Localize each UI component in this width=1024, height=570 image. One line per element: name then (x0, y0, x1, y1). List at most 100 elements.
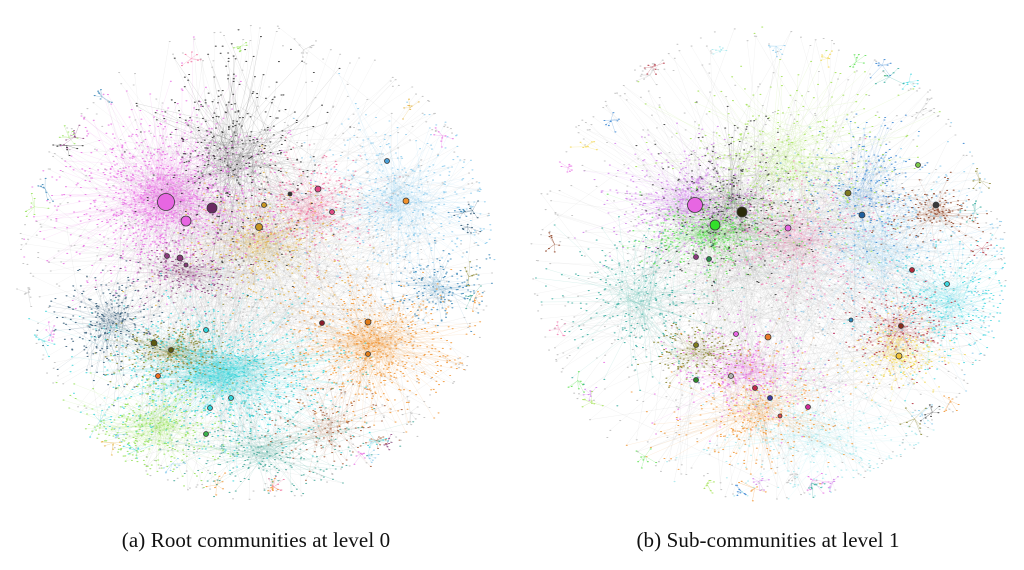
hub-node (764, 333, 772, 341)
satellite-edges (367, 442, 379, 463)
hub-node (784, 224, 792, 232)
satellite-edges (875, 68, 904, 84)
hub-node (844, 189, 852, 197)
cluster-edges (535, 216, 742, 391)
satellite-edges (703, 480, 714, 494)
satellite-edges (820, 51, 832, 68)
satellite-edges (808, 482, 825, 498)
cluster-edges (635, 50, 940, 299)
satellite-edges (644, 63, 664, 75)
satellite-edges (899, 407, 926, 435)
satellite-edges (972, 168, 990, 189)
hub-node (155, 373, 161, 379)
satellite-edges (181, 51, 201, 66)
satellite-edges (752, 478, 769, 491)
cluster-edges (705, 125, 1003, 393)
hub-node (203, 327, 209, 333)
satellite-edges (545, 232, 559, 252)
satellite-edges (849, 54, 866, 68)
satellite-edges (570, 141, 597, 150)
satellite-edges (365, 436, 386, 449)
satellite-edges (402, 99, 419, 120)
node-dots (534, 67, 982, 498)
node-dots (139, 285, 482, 498)
nodes (530, 26, 1007, 502)
satellite-edges (16, 287, 31, 307)
satellite-edges (559, 161, 572, 173)
node-dots (569, 50, 966, 402)
hub-node (157, 193, 175, 211)
hub-node (228, 395, 234, 401)
node-dots (16, 25, 494, 500)
satellite-edges (94, 89, 112, 103)
hub-node (728, 373, 734, 379)
node-dots (113, 72, 496, 474)
cluster-edges (626, 318, 862, 475)
satellite-edges (567, 371, 584, 393)
hub-node (150, 339, 158, 347)
satellite-edges (911, 98, 932, 119)
hub-node (364, 318, 372, 326)
cluster-edges (125, 36, 340, 285)
cluster-edges (33, 36, 311, 335)
nodes (16, 25, 496, 500)
hub-node (736, 206, 748, 218)
gray-edges (20, 26, 481, 500)
node-dots (100, 98, 420, 456)
satellite-edges (970, 242, 991, 256)
gray-edges (540, 28, 1006, 500)
satellite-edges (163, 458, 185, 473)
network-graph-level-0 (16, 25, 496, 500)
satellite-edges (711, 46, 726, 55)
hub-node (180, 215, 192, 227)
satellite-edges (768, 45, 785, 57)
satellite-edges (549, 321, 565, 336)
hub-node (915, 162, 921, 168)
hub-node (909, 267, 915, 273)
satellite-edges (636, 448, 656, 469)
hub-node (898, 323, 904, 329)
hub-node (687, 197, 703, 213)
hub-node (384, 158, 390, 164)
node-dots (705, 45, 1004, 425)
node-dots (52, 29, 352, 297)
satellite-edges (293, 38, 314, 58)
cluster-edges (843, 189, 1005, 401)
hub-node (805, 404, 811, 410)
satellite-edges (943, 395, 959, 412)
panel-sub-communities: (b) Sub-communities at level 1 (512, 0, 1024, 570)
node-dots (257, 372, 403, 481)
satellite-edges (383, 434, 392, 450)
caption-panel-b: (b) Sub-communities at level 1 (636, 528, 900, 552)
satellite-edges (45, 322, 54, 341)
hub-node (168, 347, 174, 353)
panel-root-communities: (a) Root communities at level 0 (16, 25, 496, 552)
hub-node (365, 351, 371, 357)
satellite-edges (453, 200, 478, 218)
hub-node (858, 211, 866, 219)
hub-node (402, 197, 410, 205)
hub-node (932, 201, 940, 209)
hub-nodes (687, 162, 950, 419)
node-dots (24, 42, 248, 489)
satellite-edges (101, 441, 120, 456)
hub-node (203, 431, 209, 437)
hub-node (767, 395, 773, 401)
cluster-edges (651, 285, 846, 442)
satellite-edges (465, 285, 481, 309)
node-dots (567, 54, 867, 469)
hub-node (944, 281, 950, 287)
hub-node (895, 352, 903, 360)
hub-node (777, 413, 783, 419)
node-dots (37, 89, 493, 333)
node-dots (548, 138, 936, 343)
cluster-edges (148, 388, 413, 494)
hub-node (261, 202, 267, 208)
hub-node (706, 256, 712, 262)
hub-node (752, 385, 758, 391)
node-dots (625, 318, 960, 502)
satellite-edges (959, 201, 981, 223)
satellite-edges (870, 59, 891, 78)
satellite-edges (34, 334, 55, 357)
hub-node (207, 405, 213, 411)
